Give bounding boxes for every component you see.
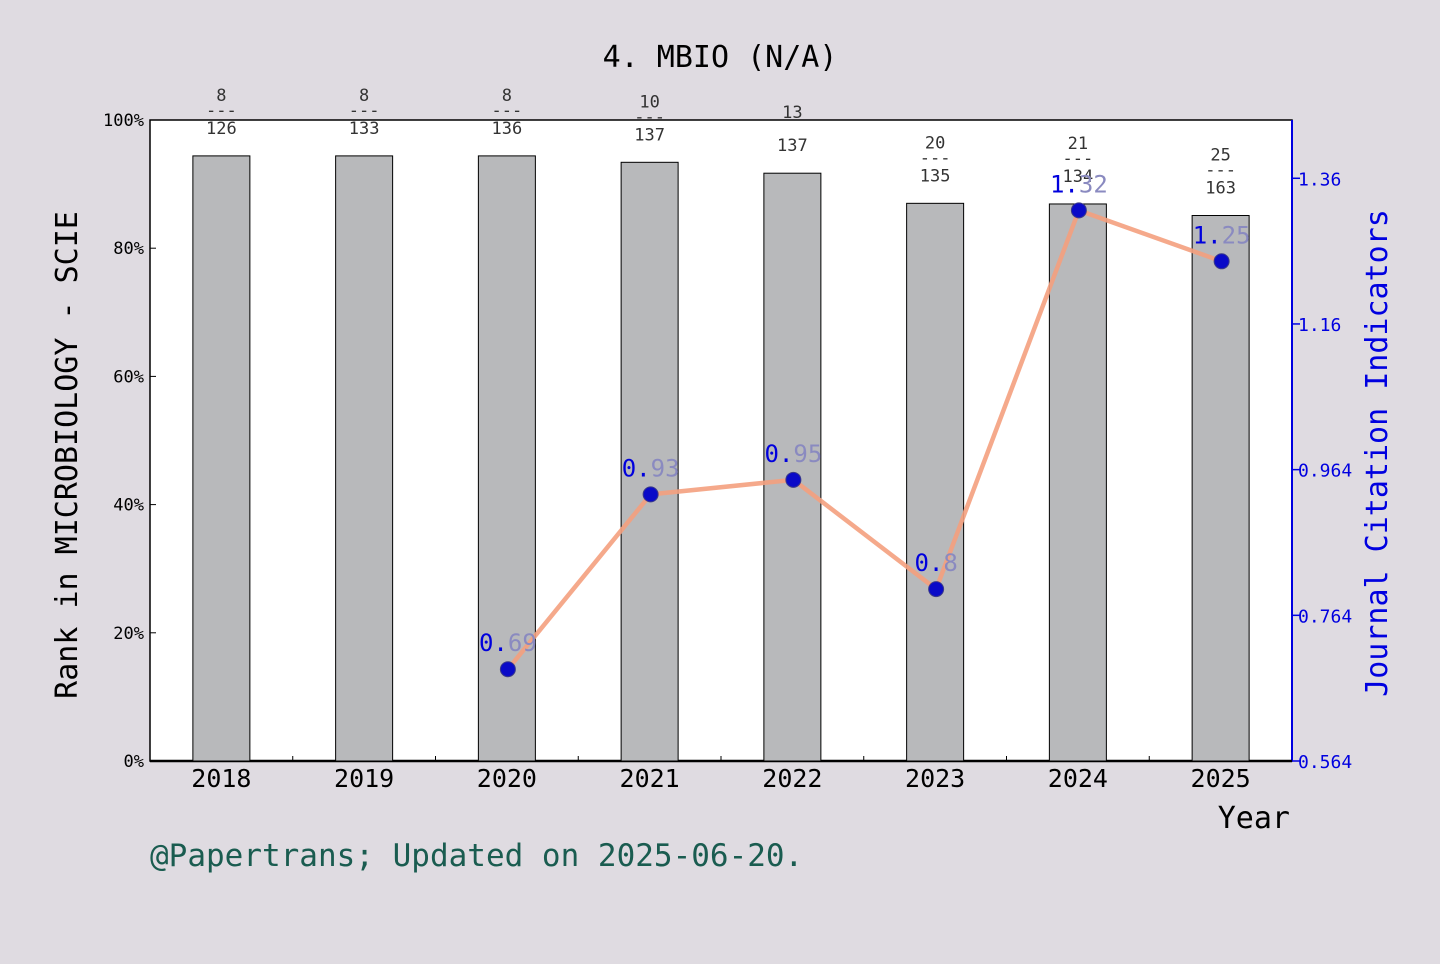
jci-marker [928,581,945,598]
rank-total-label: 135 [920,166,951,186]
jci-data-label: 0.95 [764,440,822,468]
y-axis-title: Rank in MICROBIOLOGY - SCIE [50,211,85,699]
y-tick-label: 80% [113,239,144,259]
x-tick-label: 2019 [334,764,394,793]
y-tick-label: 40% [113,496,144,516]
y-tick-label: 20% [113,624,144,644]
rank-separator: --- [206,101,237,121]
jci-line [506,208,1223,671]
bar [906,202,965,762]
rank-separator: --- [492,101,523,121]
bar [1048,203,1107,762]
rank-label: 21 [1068,134,1088,154]
rank-label: 8 [502,86,512,106]
bar [335,155,394,762]
x-axis-title: Year [1218,801,1290,836]
rank-label: 8 [216,86,226,106]
chart-title: 4. MBIO (N/A) [603,40,838,75]
jci-data-label: 1.25 [1193,221,1251,249]
bar [763,172,822,762]
jci-marker [642,486,659,503]
jci-marker [1213,253,1230,270]
jci-data-label: 0.8 [914,549,957,577]
y-tick-label: 0% [124,752,144,772]
y2-tick-label: 1.36 [1298,169,1341,190]
rank-separator: --- [349,101,380,121]
y2-tick-label: 0.564 [1298,752,1352,773]
rank-label: 20 [925,133,945,153]
jci-marker [499,661,516,678]
rank-total-label: 126 [206,119,237,139]
jci-marker [1070,202,1087,219]
bar [1191,215,1250,762]
x-tick-label: 2018 [191,764,251,793]
x-tick-label: 2021 [620,764,680,793]
y2-tick-label: 0.764 [1298,606,1352,627]
x-tick-label: 2025 [1191,764,1251,793]
x-tick-label: 2024 [1048,764,1108,793]
y2-axis-title: Journal Citation Indicators [1360,209,1395,697]
rank-label: 8 [359,86,369,106]
y2-tick-label: 1.16 [1298,315,1341,336]
rank-total-label: 134 [1063,167,1094,187]
rank-label: 13 [782,103,802,123]
x-tick-label: 2020 [477,764,537,793]
bar [192,155,251,762]
rank-label: 10 [639,92,659,112]
jci-data-label: 0.69 [479,629,537,657]
rank-total-label: 136 [492,119,523,139]
rank-total-label: 137 [634,125,665,145]
rank-separator: --- [1205,161,1236,181]
y-tick-label: 60% [113,367,144,387]
rank-total-label: 163 [1205,179,1236,199]
rank-separator: --- [634,107,665,127]
rank-separator: --- [920,148,951,168]
jci-data-label: 1.32 [1050,170,1108,198]
y2-tick-label: 0.964 [1298,461,1352,482]
plot-area [149,119,1293,762]
jci-marker [785,471,802,488]
rank-separator: --- [1063,149,1094,169]
y-tick-label: 100% [103,111,144,131]
bar [477,155,536,762]
x-tick-label: 2022 [762,764,822,793]
rank-total-label: 137 [777,136,808,156]
footer-credit: @Papertrans; Updated on 2025-06-20. [150,838,803,874]
bar [620,161,679,762]
jci-data-label: 0.93 [622,454,680,482]
rank-label: 25 [1210,146,1230,166]
rank-total-label: 133 [349,119,380,139]
x-tick-label: 2023 [905,764,965,793]
